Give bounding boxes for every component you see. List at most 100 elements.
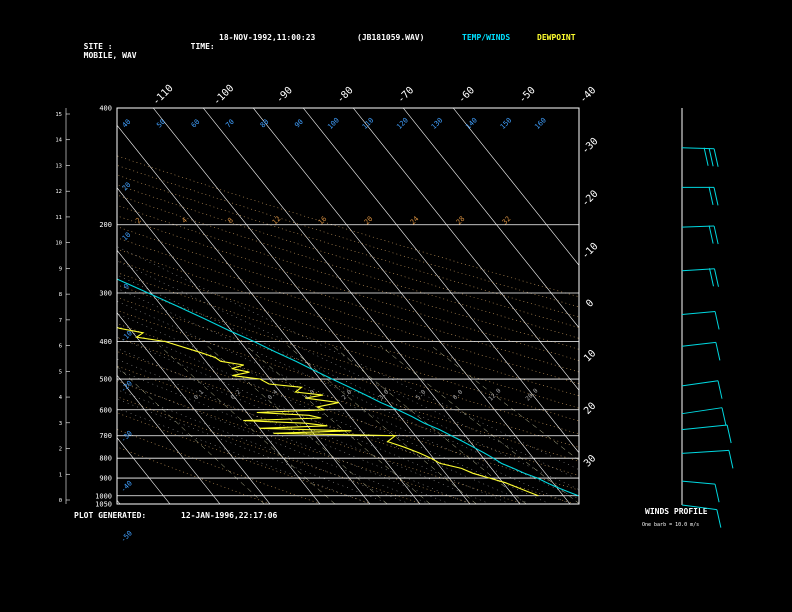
wind-barb-flag	[708, 225, 714, 244]
theta-label: 40	[121, 118, 133, 130]
mixing-ratio-label: 4	[180, 216, 189, 225]
dry-adiabat-line	[117, 310, 579, 462]
wind-barb-flag	[726, 424, 732, 444]
pressure-tick-label: 200	[99, 221, 112, 229]
height-tick-label: 14	[55, 138, 62, 144]
isotherm-line	[117, 249, 321, 504]
height-tick-label: 10	[55, 241, 62, 247]
mixing-ratio-label: 8	[226, 216, 235, 225]
height-tick-label: 6	[59, 344, 62, 350]
right-temp-label: 30	[582, 453, 598, 469]
right-temp-label: 20	[582, 401, 598, 417]
file-value: (JB181059.WAV)	[357, 33, 425, 42]
dry-adiabat-line	[117, 323, 579, 476]
pressure-tick-label: 500	[99, 376, 112, 384]
theta-left-label: -50	[119, 529, 134, 544]
height-tick-label: 2	[59, 447, 62, 453]
moist-label: 0.2	[230, 388, 243, 401]
header-time: TIME:	[181, 33, 215, 51]
mixing-ratio-line	[380, 345, 579, 504]
legend-dewpoint: DEWPOINT	[537, 33, 576, 42]
wind-barb-shaft	[681, 407, 723, 415]
wind-barb-flag	[703, 147, 709, 166]
pressure-tick-label: 900	[99, 475, 112, 483]
winds-profile-title: WINDS PROFILE	[645, 507, 708, 516]
mixing-ratio-label: 28	[455, 215, 467, 227]
mixing-ratio-line	[287, 345, 477, 504]
wind-barb-shaft	[681, 449, 729, 454]
top-temp-label: -90	[274, 85, 295, 106]
moist-label: 3.0	[378, 388, 391, 401]
isotherm-line	[117, 124, 421, 504]
isotherm-line	[117, 374, 221, 504]
dry-adiabat-line	[117, 446, 271, 504]
theta-label: 150	[499, 116, 514, 131]
site-value: MOBILE, WAV	[83, 51, 137, 60]
theta-label: 160	[533, 116, 548, 131]
wind-barb-shaft	[681, 424, 728, 431]
plot-generated-value: 12-JAN-1996,22:17:06	[181, 511, 278, 520]
moist-adiabat-line	[117, 288, 579, 500]
moist-label: 5.0	[415, 388, 428, 401]
mixing-ratio-label: 12	[271, 215, 283, 227]
wind-barb-shaft	[681, 480, 716, 485]
theta-left-label: -20	[119, 379, 134, 394]
right-temp-label: -30	[580, 136, 601, 157]
isotherm-line	[0, 108, 20, 504]
top-temp-label: -50	[517, 85, 538, 106]
height-tick-label: 0	[59, 498, 62, 504]
moist-adiabat-line	[117, 260, 579, 481]
dry-adiabat-line	[117, 380, 474, 504]
theta-label: 140	[464, 116, 479, 131]
isotherm-line	[117, 437, 171, 504]
pressure-tick-label: 300	[99, 290, 112, 298]
moist-adiabat-line	[117, 358, 471, 504]
time-label: TIME:	[190, 42, 215, 51]
dry-adiabat-line	[117, 297, 579, 448]
dry-adiabat-line	[117, 155, 579, 298]
mixing-ratio-label: 24	[409, 215, 421, 227]
wind-barb-flag	[713, 187, 719, 206]
moist-label: 0.4	[267, 388, 280, 401]
mixing-ratio-label: 32	[501, 215, 513, 227]
isotherm-line	[117, 187, 371, 504]
top-temp-label: -100	[212, 83, 237, 108]
time-value: 18-NOV-1992,11:00:23	[219, 33, 316, 42]
isotherm-line	[352, 108, 579, 391]
dry-adiabat-line	[117, 429, 322, 504]
right-temp-label: 10	[582, 348, 598, 364]
temperature-line	[117, 278, 579, 497]
pressure-tick-label: 400	[99, 105, 112, 113]
height-tick-label: 7	[59, 318, 62, 324]
moist-adiabat-line	[117, 325, 531, 504]
height-tick-label: 4	[59, 395, 63, 401]
pressure-tick-label: 1000	[95, 492, 112, 500]
isotherm-line	[452, 108, 579, 266]
height-tick-label: 15	[55, 112, 62, 118]
top-temp-label: -40	[578, 85, 599, 106]
grid-layer	[0, 108, 579, 504]
moist-adiabat-line	[117, 389, 411, 504]
moist-adiabat-line	[117, 408, 371, 504]
legend-temp-winds: TEMP/WINDS	[462, 33, 511, 42]
mixing-ratio-line	[245, 345, 431, 504]
wind-barb-flag	[717, 380, 723, 399]
theta-left-label: -40	[119, 479, 134, 494]
isotherm-line	[252, 108, 571, 504]
site-label: SITE :	[83, 42, 113, 51]
mixing-ratio-line	[117, 366, 265, 504]
top-temp-label: -110	[151, 83, 176, 108]
wind-barb-flag	[716, 509, 722, 528]
height-tick-label: 9	[59, 266, 62, 272]
isotherm-line	[402, 108, 579, 329]
mixing-ratio-label: 2	[134, 216, 143, 225]
wind-barb-flag	[728, 450, 734, 469]
plot-generated-label: PLOT GENERATED:	[74, 511, 147, 520]
mixing-ratio-label: 20	[363, 215, 375, 227]
wind-barb-shaft	[681, 310, 716, 315]
isotherm-line	[202, 108, 521, 504]
wind-barb-flag	[715, 342, 721, 361]
wind-barb-flag	[721, 407, 727, 426]
theta-left-label: 10	[121, 231, 133, 243]
